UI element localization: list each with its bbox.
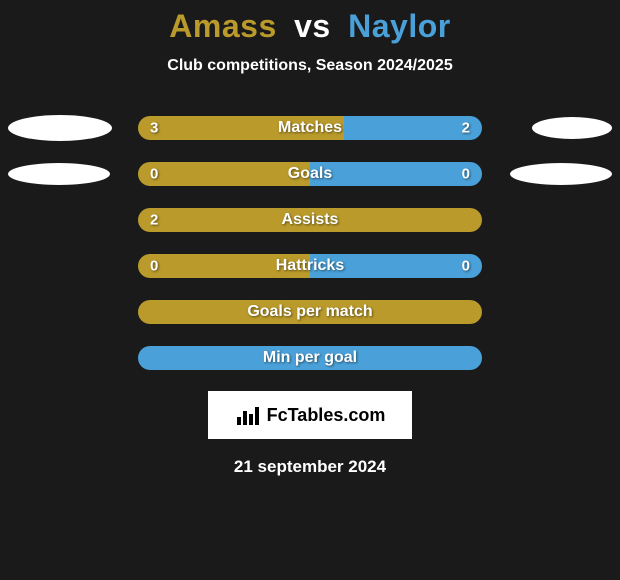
bar-right-segment [310,254,482,278]
stat-row: Hattricks00 [0,243,620,289]
bar-right-segment [310,162,482,186]
stat-bar: Goals per match [138,300,482,324]
title-vs: vs [294,8,331,44]
infographic-container: Amass vs Naylor Club competitions, Seaso… [0,0,620,580]
stat-bar: Hattricks00 [138,254,482,278]
stat-row: Min per goal [0,335,620,381]
player1-name: Amass [169,8,276,44]
bar-left-segment [138,254,310,278]
logo-box: FcTables.com [208,391,412,439]
stat-bar: Goals00 [138,162,482,186]
stat-bar: Matches32 [138,116,482,140]
right-ellipse [532,117,612,139]
stat-row: Assists2 [0,197,620,243]
logo-text: FcTables.com [267,405,386,426]
date-text: 21 september 2024 [0,457,620,477]
player2-name: Naylor [348,8,451,44]
bar-right-segment [344,116,482,140]
bar-left-segment [138,300,482,324]
stat-rows: Matches32 Goals00 Assists2 Hattricks00 Goals… [0,105,620,381]
bar-left-segment [138,162,310,186]
subtitle: Club competitions, Season 2024/2025 [0,57,620,75]
bar-left-segment [138,208,482,232]
stat-row: Goals per match [0,289,620,335]
stat-bar: Min per goal [138,346,482,370]
page-title: Amass vs Naylor [0,8,620,45]
left-ellipse [8,163,110,185]
stat-row: Matches32 [0,105,620,151]
stat-row: Goals00 [0,151,620,197]
bar-right-segment [138,346,482,370]
bar-left-segment [138,116,344,140]
chart-icon [235,405,261,425]
stat-bar: Assists2 [138,208,482,232]
right-ellipse [510,163,612,185]
left-ellipse [8,115,112,141]
